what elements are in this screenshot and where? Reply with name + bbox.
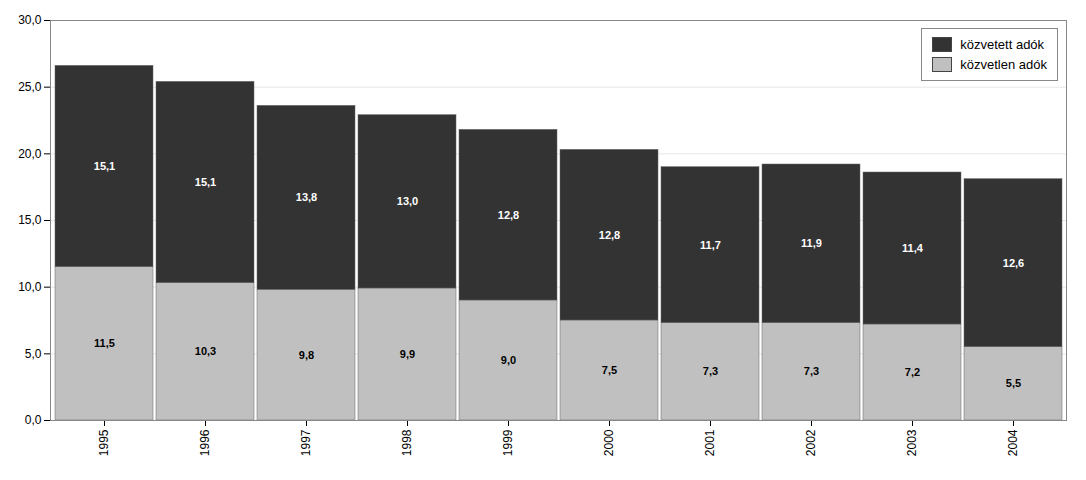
svg-text:7,3: 7,3	[703, 365, 718, 377]
svg-text:2003: 2003	[905, 429, 919, 456]
svg-text:7,5: 7,5	[602, 364, 617, 376]
svg-text:13,8: 13,8	[296, 191, 317, 203]
svg-text:11,5: 11,5	[94, 337, 115, 349]
svg-text:5,5: 5,5	[1006, 377, 1021, 389]
svg-text:1996: 1996	[198, 429, 212, 456]
svg-text:11,4: 11,4	[902, 242, 924, 254]
svg-text:5,0: 5,0	[25, 347, 42, 361]
svg-text:10,3: 10,3	[195, 345, 216, 357]
svg-text:1997: 1997	[299, 429, 313, 456]
svg-text:30,0: 30,0	[18, 13, 42, 27]
svg-text:2004: 2004	[1006, 429, 1020, 456]
svg-text:2000: 2000	[602, 429, 616, 456]
svg-text:1999: 1999	[501, 429, 515, 456]
svg-text:7,3: 7,3	[804, 365, 819, 377]
svg-text:15,0: 15,0	[18, 213, 42, 227]
svg-text:25,0: 25,0	[18, 80, 42, 94]
svg-text:9,0: 9,0	[501, 354, 516, 366]
svg-text:1998: 1998	[400, 429, 414, 456]
html-text:közvetett adók: közvetett adók	[960, 37, 1045, 52]
html-text:közvetlen adók: közvetlen adók	[960, 56, 1047, 72]
svg-text:9,8: 9,8	[299, 349, 314, 361]
svg-text:7,2: 7,2	[905, 366, 920, 378]
svg-text:9,9: 9,9	[400, 348, 415, 360]
svg-text:20,0: 20,0	[18, 147, 42, 161]
svg-text:0,0: 0,0	[25, 413, 42, 427]
svg-text:13,0: 13,0	[397, 195, 418, 207]
svg-text:12,6: 12,6	[1003, 257, 1024, 269]
svg-text:12,8: 12,8	[498, 209, 519, 221]
svg-text:15,1: 15,1	[94, 160, 115, 172]
svg-text:11,7: 11,7	[700, 239, 721, 251]
svg-text:12,8: 12,8	[599, 229, 620, 241]
svg-text:2002: 2002	[804, 429, 818, 456]
svg-text:1995: 1995	[97, 429, 111, 456]
svg-text:11,9: 11,9	[801, 237, 822, 249]
svg-text:2001: 2001	[703, 429, 717, 456]
svg-text:10,0: 10,0	[18, 280, 42, 294]
svg-text:15,1: 15,1	[195, 176, 216, 188]
